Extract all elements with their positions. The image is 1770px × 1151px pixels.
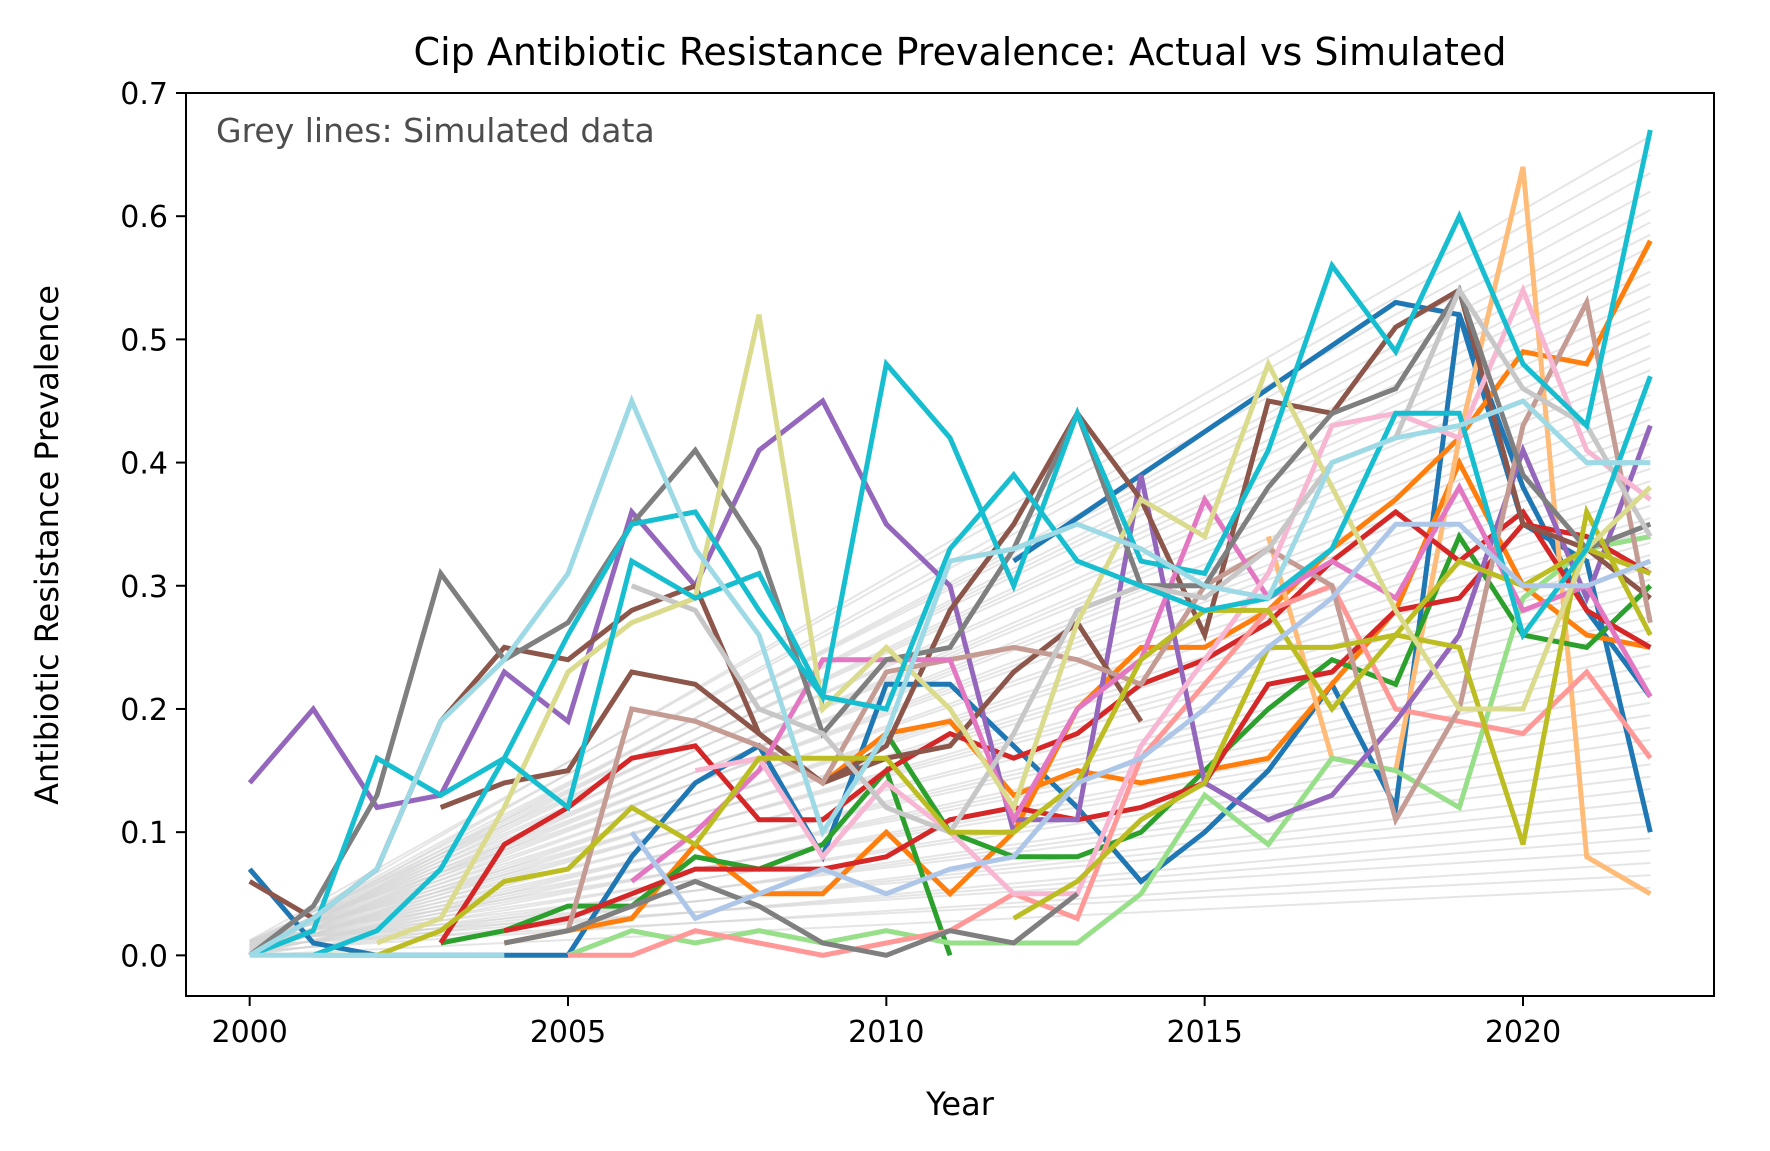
y-tick-label: 0.1 (120, 816, 168, 851)
series-line (248, 284, 1652, 958)
actual-lines (247, 129, 1653, 958)
simulated-line (249, 738, 1651, 946)
y-axis: 0.0 0.1 0.2 0.3 0.4 0.5 0.6 0.7 (120, 77, 186, 974)
series-line (503, 878, 1079, 958)
x-tick-label: 2015 (1166, 1015, 1242, 1050)
series-line (313, 504, 1653, 958)
y-tick-label: 0.7 (120, 77, 168, 112)
y-tick-label: 0.6 (120, 200, 168, 235)
series-line (247, 397, 1017, 833)
simulated-line (249, 258, 1651, 949)
series-line (1012, 546, 1652, 921)
simulated-line (249, 800, 1651, 949)
series-line (694, 283, 1652, 897)
x-tick-label: 2005 (530, 1015, 606, 1050)
series-line (629, 521, 1652, 922)
x-axis: 2000 2005 2010 2015 2020 (211, 996, 1561, 1050)
simulated-line (249, 356, 1651, 951)
series-line (567, 534, 1651, 958)
y-tick-label: 0.3 (120, 570, 168, 605)
simulated-line (249, 763, 1651, 951)
simulated-line (249, 726, 1651, 952)
simulated-line (249, 775, 1651, 945)
series-line (248, 129, 1653, 958)
series-line (248, 286, 1652, 922)
series-line (376, 314, 1653, 946)
series-line (312, 375, 1653, 958)
series-line (565, 294, 1653, 932)
series-line (438, 508, 1652, 945)
chart-title: Cip Antibiotic Resistance Prevalence: Ac… (414, 30, 1507, 74)
y-tick-label: 0.2 (120, 693, 168, 728)
simulated-line (249, 886, 1651, 957)
annotation-text: Grey lines: Simulated data (216, 111, 655, 150)
simulated-line (249, 344, 1651, 957)
y-tick-label: 0.5 (120, 323, 168, 358)
simulated-line (249, 135, 1651, 948)
simulated-line (249, 246, 1651, 955)
y-tick-label: 0.0 (120, 939, 168, 974)
simulated-line (249, 554, 1651, 954)
simulated-line (249, 455, 1651, 952)
series-line (440, 765, 953, 957)
simulated-line (249, 393, 1651, 949)
series-line (248, 394, 1651, 958)
simulated-line (249, 701, 1651, 948)
simulated-line (249, 430, 1651, 948)
simulated-line (249, 295, 1651, 948)
y-axis-label: Antibiotic Resistance Prevalence (28, 285, 66, 805)
x-tick-label: 2020 (1485, 1015, 1561, 1050)
y-tick-label: 0.4 (120, 447, 168, 482)
plot-frame (185, 92, 1715, 997)
x-tick-label: 2010 (848, 1015, 924, 1050)
x-axis-label: Year (925, 1085, 995, 1123)
simulated-line (249, 824, 1651, 954)
simulated-line (249, 652, 1651, 955)
series-line (568, 582, 1653, 958)
x-tick-label: 2000 (211, 1015, 287, 1050)
